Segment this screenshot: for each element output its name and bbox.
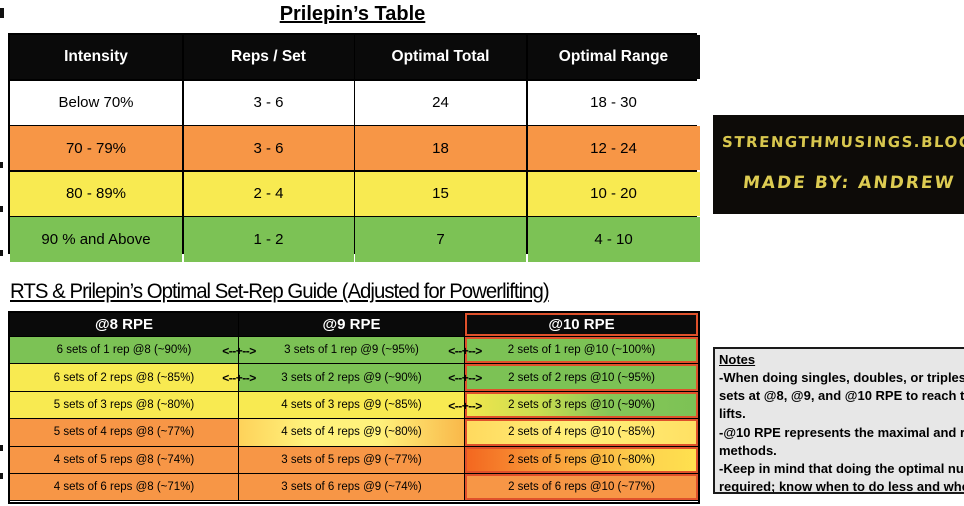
table2-cell: 6 sets of 1 rep @8 (~90%) <box>10 337 239 365</box>
table2-cell: 2 sets of 6 reps @10 (~77%) <box>465 473 698 502</box>
edge-artifact <box>0 473 3 479</box>
edge-artifact <box>0 162 3 168</box>
notes-heading: Notes <box>719 352 756 367</box>
edge-artifact <box>0 445 3 451</box>
table1-header-optimal-total: Optimal Total <box>355 35 526 79</box>
table1-cell: 90 % and Above <box>10 217 182 262</box>
table2-cell: 5 sets of 3 reps @8 (~80%) <box>10 391 239 420</box>
table1-cell: 80 - 89% <box>10 171 182 216</box>
table1-cell: 3 - 6 <box>183 126 354 170</box>
transition-arrow: <--+--> <box>222 371 256 385</box>
badge-site-text: STRENGTHMUSINGS.BLOG <box>721 133 964 151</box>
table2-cell: 4 sets of 5 reps @8 (~74%) <box>10 446 239 474</box>
edge-artifact <box>0 250 3 256</box>
table1-cell: 4 - 10 <box>527 217 700 262</box>
notes-line: required; know when to do less and when … <box>719 479 964 494</box>
transition-arrow: <--+--> <box>222 344 256 358</box>
table1-cell: 18 - 30 <box>527 80 700 125</box>
table1-cell: 10 - 20 <box>527 171 700 216</box>
table2-cell: 2 sets of 3 reps @10 (~90%) <box>465 391 698 420</box>
table1-header-reps-per-set: Reps / Set <box>183 35 354 79</box>
table2-cell: 2 sets of 2 reps @10 (~95%) <box>465 364 698 392</box>
author-badge: STRENGTHMUSINGS.BLOG MADE BY: ANDREW MCG <box>713 115 964 214</box>
table2-cell: 2 sets of 1 rep @10 (~100%) <box>465 337 698 365</box>
prilepins-table: Intensity Reps / Set Optimal Total Optim… <box>8 33 700 262</box>
table1-header-intensity: Intensity <box>10 35 182 79</box>
table1-cell: 3 - 6 <box>183 80 354 125</box>
prilepins-table-title: Prilepin’s Table <box>279 3 426 25</box>
notes-line: methods. <box>719 442 777 458</box>
badge-author-text: MADE BY: ANDREW MCG <box>741 173 964 193</box>
notes-panel: Notes -When doing singles, doubles, or t… <box>713 347 964 494</box>
set-rep-guide-table: @8 RPE @9 RPE @10 RPE 6 sets of 1 rep @8… <box>8 311 700 504</box>
table2-cell: 3 sets of 6 reps @9 (~74%) <box>239 473 465 502</box>
set-rep-guide-title: RTS & Prilepin’s Optimal Set-Rep Guide (… <box>10 280 550 303</box>
table1-cell: 15 <box>355 171 526 216</box>
table2-cell: 2 sets of 4 reps @10 (~85%) <box>465 419 698 447</box>
table2-header-rpe8: @8 RPE <box>10 313 239 337</box>
table1-cell: 24 <box>355 80 526 125</box>
table2-cell: 5 sets of 4 reps @8 (~77%) <box>10 419 239 447</box>
table2-cell: 4 sets of 3 reps @9 (~85%) <box>239 391 465 420</box>
table2-cell: 6 sets of 2 reps @8 (~85%) <box>10 364 239 392</box>
table2-cell: 3 sets of 1 rep @9 (~95%) <box>239 337 465 365</box>
table2-header-rpe10: @10 RPE <box>465 313 698 337</box>
table2-cell: 4 sets of 6 reps @8 (~71%) <box>10 473 239 502</box>
notes-line: -@10 RPE represents the maximal and repe… <box>719 424 964 440</box>
table1-cell: 2 - 4 <box>183 171 354 216</box>
table2-cell: 3 sets of 2 reps @9 (~90%) <box>239 364 465 392</box>
notes-line: -Keep in mind that doing the optimal num… <box>719 461 964 477</box>
table1-cell: 7 <box>355 217 526 262</box>
table1-cell: 1 - 2 <box>183 217 354 262</box>
notes-line: sets at @8, @9, and @10 RPE to reach the… <box>719 388 964 404</box>
edge-artifact <box>0 8 4 18</box>
table2-cell: 3 sets of 5 reps @9 (~77%) <box>239 446 465 474</box>
notes-line: lifts. <box>719 406 746 422</box>
table1-cell: 18 <box>355 126 526 170</box>
transition-arrow: <--+--> <box>448 344 482 358</box>
table1-cell: Below 70% <box>10 80 182 125</box>
transition-arrow: <--+--> <box>448 371 482 385</box>
transition-arrow: <--+--> <box>448 399 482 413</box>
table1-cell: 70 - 79% <box>10 126 182 170</box>
table2-cell: 4 sets of 4 reps @9 (~80%) <box>239 419 465 447</box>
edge-artifact <box>0 206 3 212</box>
table2-cell: 2 sets of 5 reps @10 (~80%) <box>465 446 698 474</box>
table2-header-rpe9: @9 RPE <box>239 313 465 337</box>
table1-cell: 12 - 24 <box>527 126 700 170</box>
notes-line: -When doing singles, doubles, or triples… <box>719 370 964 385</box>
table1-header-optimal-range: Optimal Range <box>527 35 700 79</box>
